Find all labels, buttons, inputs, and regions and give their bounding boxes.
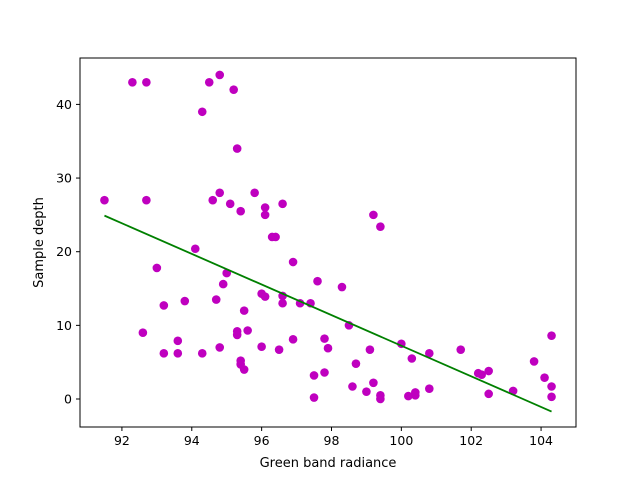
data-point [229,85,238,94]
x-tick-label: 98 [324,433,340,448]
data-point [197,349,207,358]
y-tick-label: 20 [56,244,72,259]
data-point [260,292,270,301]
data-point [257,342,266,352]
data-point [337,282,347,292]
data-point [351,359,361,368]
data-point [274,345,284,354]
plot-area [100,70,556,413]
data-point [204,78,214,87]
y-tick-label: 10 [56,318,72,333]
data-point [142,195,151,205]
data-point [288,335,298,344]
data-point [456,345,466,354]
y-tick-label: 40 [56,97,72,112]
data-point [142,78,151,87]
data-point [484,389,493,399]
data-point [376,222,385,231]
data-point [243,326,252,335]
data-point [278,199,287,209]
data-point [138,328,148,338]
data-point [159,349,169,358]
data-point [239,306,249,315]
x-tick-label: 100 [389,433,413,448]
y-tick-label: 0 [64,392,72,407]
x-tick-label: 92 [114,433,130,448]
data-point [369,378,378,388]
data-point [128,78,137,87]
data-point [208,195,218,205]
y-tick-label: 30 [56,171,72,186]
data-point [260,203,270,212]
data-point [547,382,556,391]
y-axis-label: Sample depth [32,197,47,288]
data-point [239,365,249,374]
data-point [215,188,225,198]
data-point [232,330,242,340]
x-tick-label: 96 [254,433,270,448]
data-point [323,343,333,353]
data-point [425,384,434,394]
data-point [215,343,225,352]
data-point [484,366,493,376]
data-point [362,387,371,396]
data-point [159,301,169,310]
data-point [180,296,190,306]
data-point [529,357,539,366]
data-point [477,370,486,380]
regression-line [104,214,552,413]
x-tick-label: 102 [459,433,483,448]
data-point [215,70,225,80]
data-point [547,331,556,340]
data-point [376,394,385,404]
data-point [348,382,357,391]
ticks: 92 94 96 98 100 102 104 0 10 20 30 40 [56,97,553,448]
x-axis-label: Green band radiance [260,456,397,471]
data-point [411,388,420,397]
data-point [190,244,200,254]
data-point [313,276,322,286]
data-point [232,144,242,153]
data-point [404,391,413,401]
data-point [236,206,245,216]
axes-frame [79,57,577,428]
data-point [407,354,417,363]
data-point [278,298,287,308]
data-point [309,393,319,402]
data-point [250,188,259,198]
data-point [540,373,549,382]
data-point [173,349,183,358]
data-point [365,345,375,354]
data-point [369,210,378,220]
data-point [197,107,207,117]
data-point [547,392,556,402]
data-point [288,257,298,267]
data-point [309,371,319,380]
data-point [271,232,280,242]
x-tick-label: 104 [529,433,553,448]
data-point [100,195,109,205]
data-point [152,263,162,273]
data-point [320,368,329,377]
data-point [425,349,434,358]
data-point [260,210,270,220]
data-point [320,334,329,343]
x-tick-label: 94 [184,433,200,448]
data-point [173,336,183,346]
data-point [218,279,228,289]
data-point [211,295,221,304]
data-point [225,199,235,209]
